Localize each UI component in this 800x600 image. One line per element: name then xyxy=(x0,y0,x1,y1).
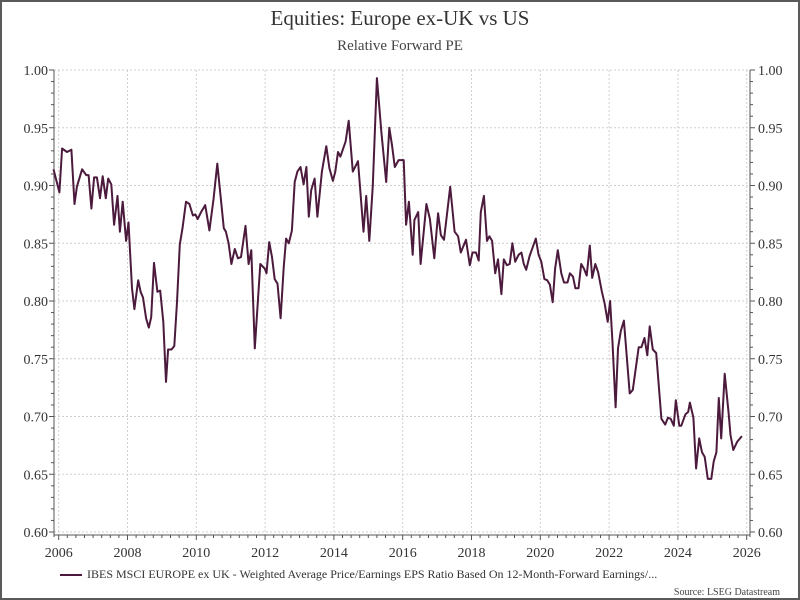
y-tick-label-right: 0.85 xyxy=(758,237,783,252)
y-tick-label-left: 1.00 xyxy=(24,64,49,79)
y-tick-label-right: 0.95 xyxy=(758,122,783,137)
y-tick-label-right: 0.75 xyxy=(758,353,783,368)
y-tick-label-right: 0.90 xyxy=(758,180,783,195)
x-tick-label: 2022 xyxy=(595,546,623,561)
y-tick-label-left: 0.75 xyxy=(24,353,49,368)
legend-label: IBES MSCI EUROPE ex UK - Weighted Averag… xyxy=(87,567,658,581)
x-tick-label: 2016 xyxy=(389,546,417,561)
source-note: Source: LSEG Datastream xyxy=(673,587,780,598)
x-tick-label: 2024 xyxy=(664,546,692,561)
x-tick-label: 2010 xyxy=(182,546,210,561)
x-tick-label: 2020 xyxy=(526,546,554,561)
axes xyxy=(49,69,755,540)
y-tick-label-left: 0.65 xyxy=(24,468,49,483)
x-tick-label: 2006 xyxy=(45,546,73,561)
x-tick-label: 2014 xyxy=(320,546,348,561)
legend: IBES MSCI EUROPE ex UK - Weighted Averag… xyxy=(60,567,657,582)
y-tick-label-left: 0.95 xyxy=(24,122,49,137)
x-tick-label: 2012 xyxy=(251,546,279,561)
chart-subtitle: Relative Forward PE xyxy=(337,38,463,54)
series-line xyxy=(52,77,743,480)
y-tick-label-left: 0.90 xyxy=(24,180,49,195)
y-tick-label-right: 0.60 xyxy=(758,526,783,541)
x-tick-label: 2008 xyxy=(114,546,142,561)
y-tick-label-right: 0.65 xyxy=(758,468,783,483)
y-tick-label-left: 0.80 xyxy=(24,295,49,310)
y-tick-label-right: 1.00 xyxy=(758,64,783,79)
y-tick-label-right: 0.70 xyxy=(758,411,783,426)
y-tick-label-left: 0.85 xyxy=(24,237,49,252)
x-tick-label: 2026 xyxy=(733,546,761,561)
y-tick-label-right: 0.80 xyxy=(758,295,783,310)
y-tick-label-left: 0.60 xyxy=(24,526,49,541)
x-tick-label: 2018 xyxy=(458,546,486,561)
legend-swatch xyxy=(60,573,82,576)
chart-title: Equities: Europe ex-UK vs US xyxy=(270,6,530,30)
tick-labels: 0.60 0.60 0.65 0.65 0.70 0.70 0.75 0.75 0.80 0.80… xyxy=(24,64,783,561)
series-layer xyxy=(52,77,743,480)
gridlines xyxy=(54,69,750,535)
y-tick-label-left: 0.70 xyxy=(24,411,49,426)
